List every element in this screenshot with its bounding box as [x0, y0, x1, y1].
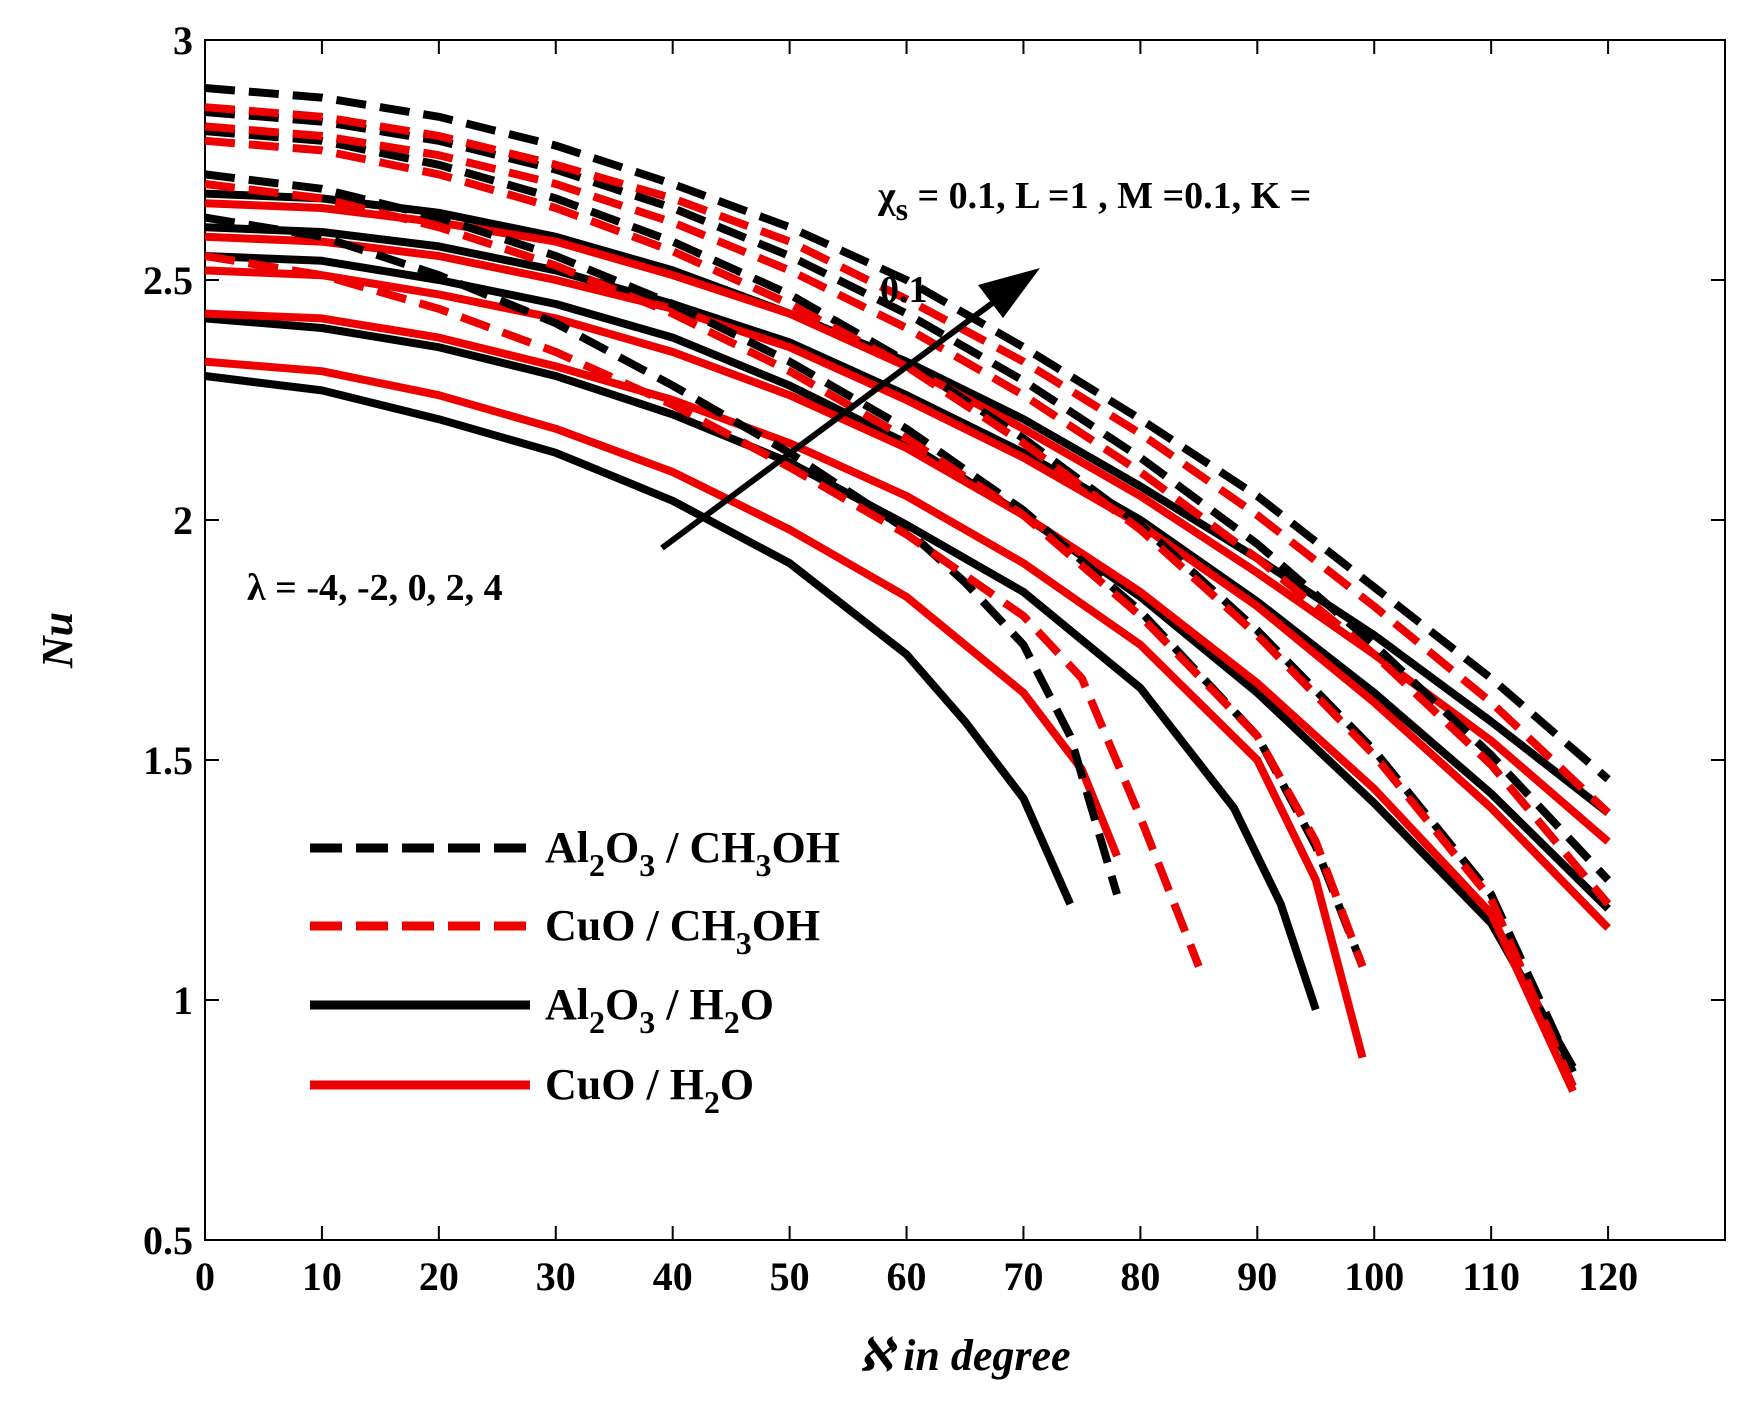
series-line-9	[204, 232, 1611, 931]
legend-text-part: CuO / CH	[545, 901, 736, 950]
series-line-4	[204, 223, 1611, 912]
params-annotation: χs = 0.1, L =1 , M =0.1, K =	[877, 175, 1311, 227]
series-line-14	[204, 108, 1612, 883]
x-tick-label: 60	[887, 1254, 927, 1299]
legend-text-part: / CH	[655, 823, 755, 872]
legend-text-part: Al	[545, 980, 589, 1029]
x-tick-label: 20	[419, 1254, 459, 1299]
legend-text-part: CuO / H	[545, 1060, 704, 1109]
legend-text-part: OH	[752, 901, 820, 950]
series-line-8	[204, 266, 1577, 1093]
y-tick-label: 0.5	[143, 1218, 193, 1263]
legend-subscript: 3	[755, 847, 771, 883]
x-tick-label: 100	[1344, 1254, 1404, 1299]
x-tick-label: 30	[536, 1254, 576, 1299]
series-line-20	[204, 103, 1611, 816]
y-tick-label: 1.5	[143, 738, 193, 783]
params-chi-subscript: s	[896, 191, 908, 227]
y-tick-label: 2.5	[143, 258, 193, 303]
legend-text-part: Al	[545, 823, 589, 872]
x-tick-label: 90	[1237, 1254, 1277, 1299]
legend-subscript: 2	[589, 847, 605, 883]
x-tick-label: 80	[1120, 1254, 1160, 1299]
increase-arrow	[660, 268, 1040, 551]
y-tick-label: 1	[173, 978, 193, 1023]
series-line-16	[204, 252, 1203, 968]
series-line-5	[204, 189, 1611, 816]
params-annotation-cont: 0.1	[880, 269, 928, 311]
x-tick-label: 40	[653, 1254, 693, 1299]
series-line-3	[204, 252, 1577, 1070]
params-chi: χ	[877, 175, 896, 217]
series-line-17	[204, 180, 1367, 968]
legend-subscript: 2	[724, 1004, 740, 1040]
series-line-13	[204, 127, 1577, 1074]
series-line-18	[204, 136, 1577, 1089]
x-tick-label: 120	[1578, 1254, 1638, 1299]
legend-subscript: 3	[736, 925, 752, 961]
series-line-19	[204, 122, 1612, 907]
legend-text-part: O	[605, 980, 639, 1029]
legend-subscript: 3	[639, 847, 655, 883]
y-tick-label: 3	[173, 18, 193, 63]
axis-ticks	[204, 39, 1725, 1241]
legend-subscript: 3	[639, 1004, 655, 1040]
x-tick-label: 10	[302, 1254, 342, 1299]
series-line-1	[204, 372, 1074, 906]
legend-label: CuO / H2O	[545, 1060, 754, 1120]
series-line-7	[204, 309, 1367, 1059]
legend-text-part: O	[740, 980, 774, 1029]
legend-text-part: / H	[655, 980, 723, 1029]
legend-text-part: O	[720, 1060, 754, 1109]
legend-subscript: 2	[589, 1004, 605, 1040]
legend-label: Al2O3 / CH3OH	[545, 823, 840, 883]
x-tick-label: 110	[1462, 1254, 1520, 1299]
x-tick-label: 0	[195, 1254, 215, 1299]
legend-label: CuO / CH3OH	[545, 901, 820, 961]
arrow-shaft	[660, 287, 1012, 551]
arrow-head	[978, 268, 1040, 318]
legend-subscript: 2	[704, 1084, 720, 1120]
series-layer	[204, 84, 1612, 1093]
lambda-annotation: λ = -4, -2, 0, 2, 4	[247, 567, 503, 609]
legend-text-part: O	[605, 823, 639, 872]
series-line-15	[204, 84, 1611, 783]
x-axis-title: ℵ in degree	[859, 1331, 1070, 1380]
legend-label: Al2O3 / H2O	[545, 980, 774, 1040]
tick-labels: 0 10 20 30 40 50 60 70 80 90 100 110 120 0.5 1 1.5 2 2.5 3	[143, 18, 1638, 1299]
plot-area-frame	[204, 39, 1726, 1241]
legend-text-part: OH	[771, 823, 839, 872]
y-tick-label: 2	[173, 498, 193, 543]
x-tick-label: 70	[1003, 1254, 1043, 1299]
y-axis-title: Nu	[33, 612, 82, 669]
series-line-6	[204, 357, 1121, 858]
params-values: = 0.1, L =1 , M =0.1, K =	[908, 175, 1311, 217]
x-tick-label: 50	[770, 1254, 810, 1299]
